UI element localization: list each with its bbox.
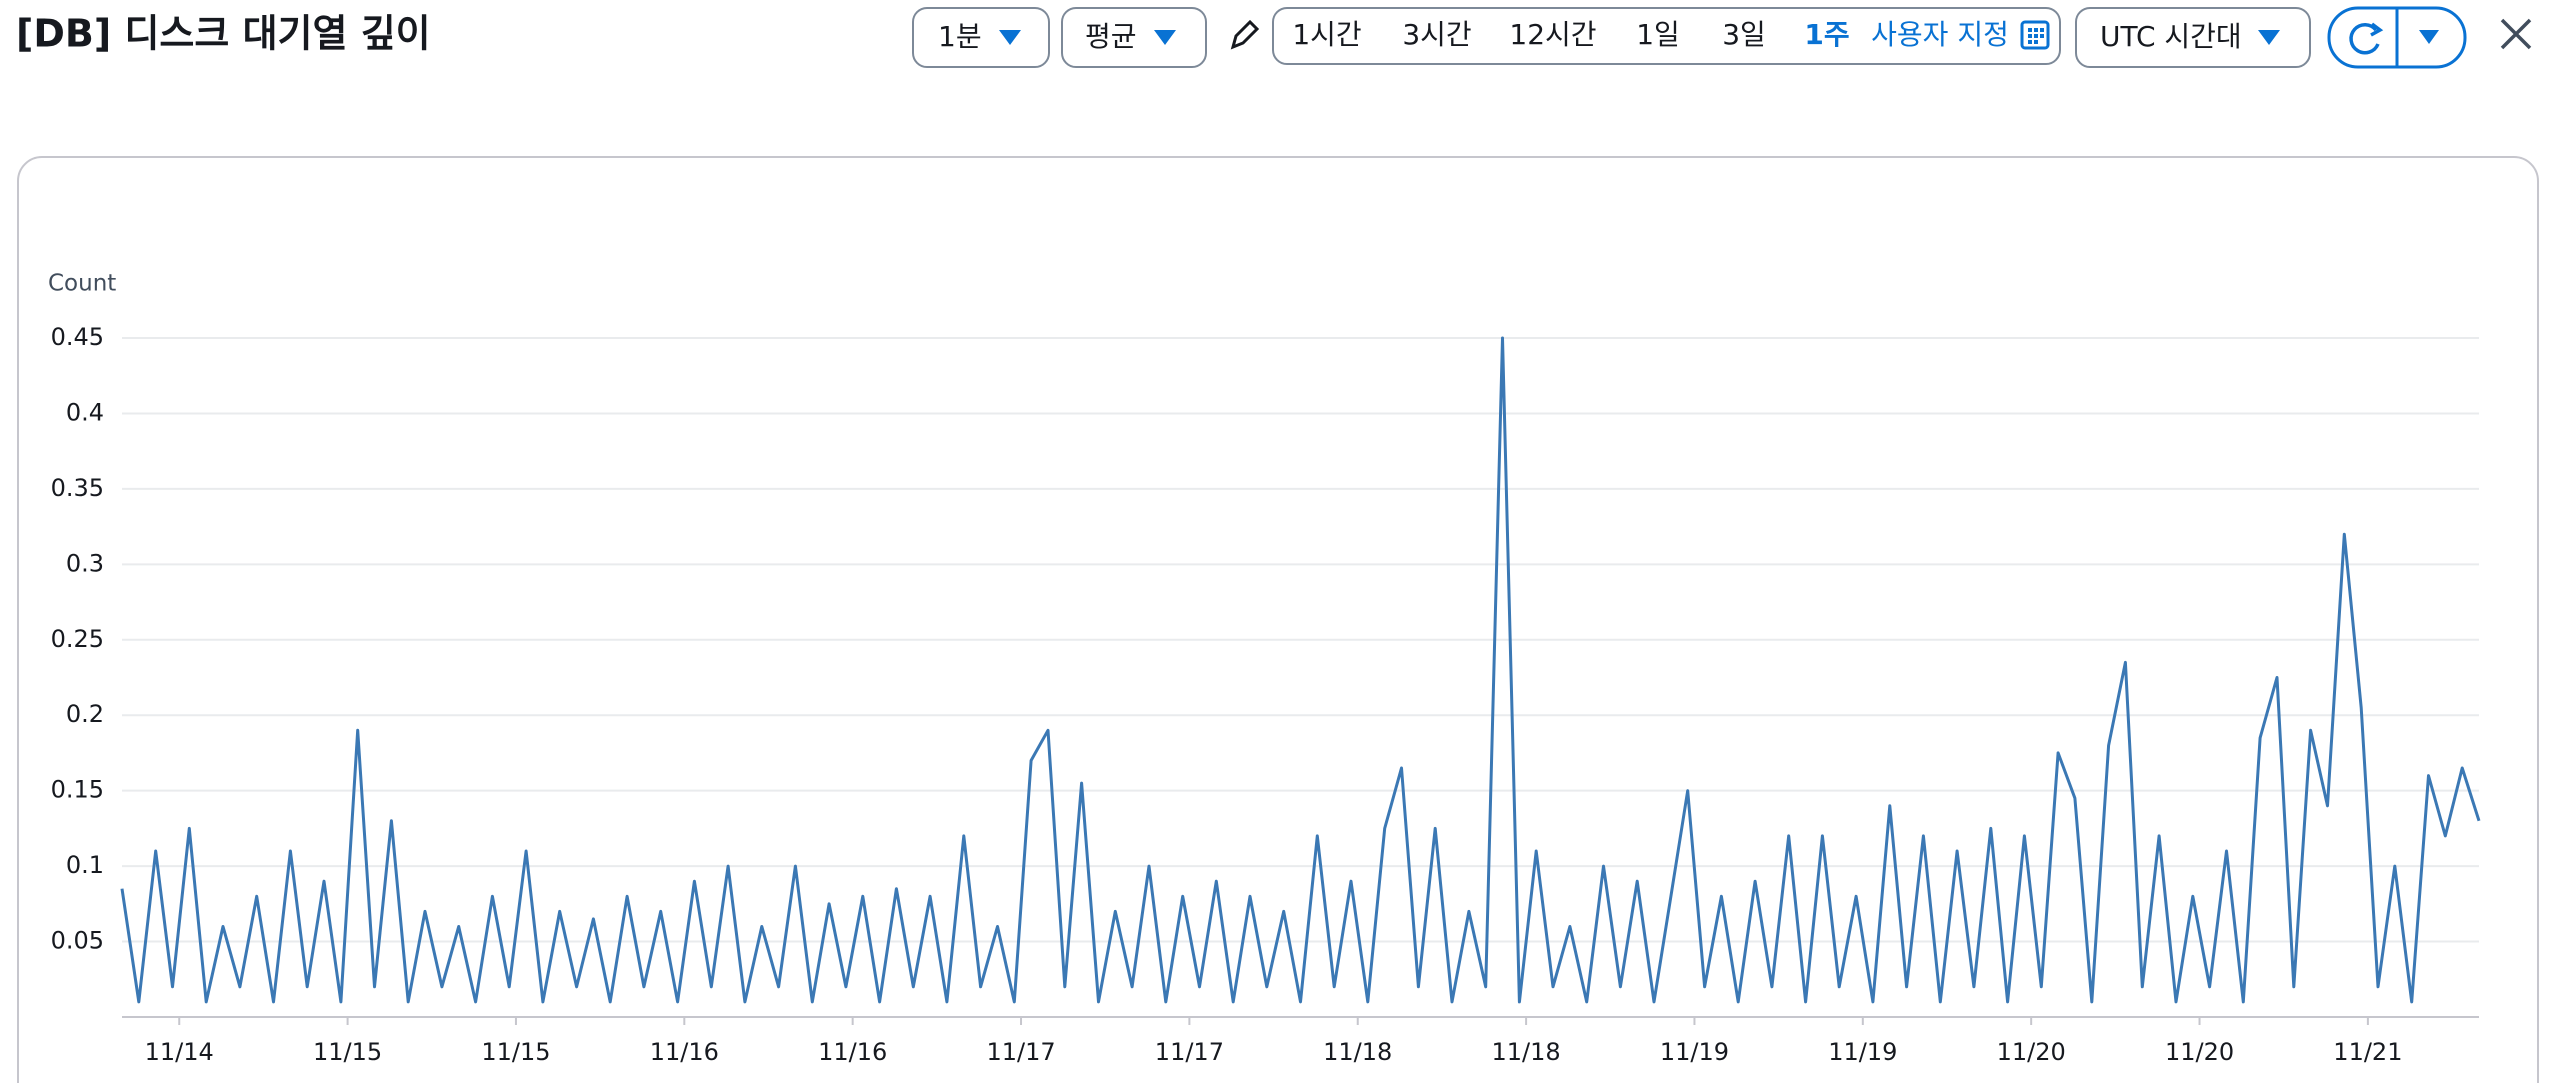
dropdown-arrow	[2258, 30, 2280, 45]
custom-range[interactable]: 사용자 지정	[1871, 18, 2009, 51]
calendar-icon[interactable]	[2020, 20, 2050, 50]
refresh-icon-head	[2370, 22, 2384, 37]
calendar-dot	[2028, 34, 2032, 38]
x-tick-label: 11/20	[1997, 1038, 2066, 1066]
dropdown-arrow	[999, 30, 1021, 45]
calendar-dot	[2034, 28, 2038, 32]
period-text: 1분	[938, 20, 982, 53]
x-tick-label: 11/14	[145, 1038, 214, 1066]
x-tick-label: 11/15	[481, 1038, 550, 1066]
x-tick-label: 11/18	[1492, 1038, 1561, 1066]
title: [DB] 디스크 대기열 깊이	[16, 12, 431, 56]
calendar-frame	[2020, 20, 2050, 50]
edit-icon[interactable]	[1230, 19, 1260, 50]
calendar-dot	[2040, 28, 2044, 32]
x-tick-label: 11/17	[986, 1038, 1055, 1066]
range-option[interactable]: 3일	[1722, 18, 1766, 51]
range-option[interactable]: 12시간	[1509, 18, 1596, 51]
calendar-dot	[2040, 34, 2044, 38]
calendar-dot	[2028, 40, 2032, 44]
chart-panel	[17, 156, 2539, 1087]
timezone-text: UTC 시간대	[2100, 20, 2242, 53]
y-tick-label: 0.3	[66, 549, 104, 577]
range-group	[1272, 7, 2061, 65]
y-tick-label: 0.1	[66, 851, 104, 879]
timezone-select[interactable]	[2075, 7, 2311, 68]
y-tick-label: 0.4	[66, 398, 104, 426]
y-axis-label: Count	[48, 271, 116, 297]
statistic-select[interactable]	[1061, 7, 1207, 68]
x-tick-label: 11/19	[1660, 1038, 1729, 1066]
y-tick-label: 0.05	[51, 927, 104, 955]
period-select[interactable]	[912, 7, 1050, 68]
close-button[interactable]	[2500, 18, 2532, 50]
calendar-dot	[2034, 34, 2038, 38]
range-option[interactable]: 1일	[1636, 18, 1680, 51]
y-tick-label: 0.25	[51, 625, 104, 653]
y-tick-label: 0.45	[51, 323, 104, 351]
range-option[interactable]: 1시간	[1292, 18, 1361, 51]
x-tick-label: 11/18	[1323, 1038, 1392, 1066]
range-buttons: 1시간 3시간 12시간 1일 3일 1주	[1292, 18, 1849, 51]
plot: 0.05 0.1 0.15 0.2 0.25 0.3 0.35 0.4 0.45 11/14 11/…	[51, 323, 2481, 1066]
statistic-text: 평균	[1085, 20, 1137, 53]
x-tick-label: 11/19	[1828, 1038, 1897, 1066]
refresh-menu-arrow[interactable]	[2419, 30, 2439, 44]
calendar-dot	[2028, 28, 2032, 32]
x-tick-label: 11/16	[818, 1038, 887, 1066]
x-tick-label: 11/15	[313, 1038, 382, 1066]
y-tick-label: 0.15	[51, 776, 104, 804]
y-tick-label: 0.35	[51, 474, 104, 502]
x-tick-label: 11/16	[650, 1038, 719, 1066]
x-tick-label: 11/17	[1155, 1038, 1224, 1066]
data-line	[120, 336, 2481, 1004]
range-option[interactable]: 3시간	[1402, 18, 1471, 51]
range-option[interactable]: 1주	[1804, 18, 1849, 51]
x-tick-label: 11/21	[2333, 1038, 2402, 1066]
dropdown-arrow	[1154, 30, 1176, 45]
y-tick-label: 0.2	[66, 700, 104, 728]
calendar-dot	[2034, 40, 2038, 44]
refresh-icon	[2349, 22, 2380, 55]
x-tick-label: 11/20	[2165, 1038, 2234, 1066]
